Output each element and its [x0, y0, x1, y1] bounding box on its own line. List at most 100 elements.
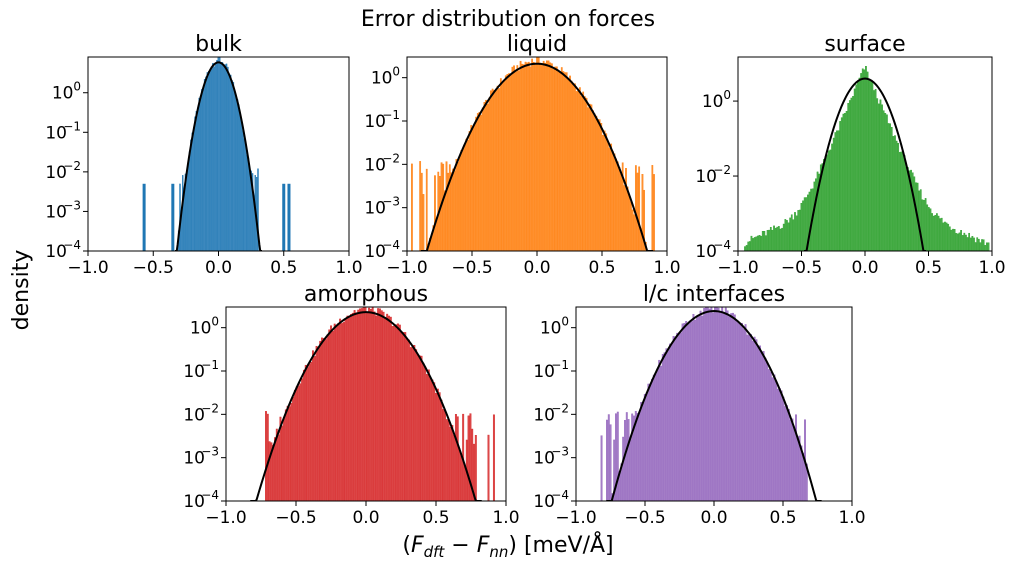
- histogram-bar: [398, 324, 401, 501]
- panel-0: bulk−1.0 −0.5 0.0 0.5 1.010 010−110−210−310−4: [45, 32, 362, 278]
- histogram-bar: [235, 97, 237, 251]
- histogram-bar: [852, 96, 854, 251]
- histogram-bar: [848, 100, 851, 251]
- histogram-bar: [449, 427, 452, 501]
- x-tick-label: 1.0: [653, 258, 680, 278]
- histogram-bar: [940, 217, 943, 251]
- y-tick-label: 10: [533, 405, 555, 425]
- y-tick-label: 10: [371, 69, 393, 89]
- histogram-bar: [819, 164, 822, 251]
- y-tick-exponent: −4: [201, 488, 219, 502]
- y-tick-exponent: 0: [723, 88, 731, 102]
- histogram-bar: [800, 203, 803, 251]
- histogram-bar: [923, 199, 925, 251]
- histogram-bar: [426, 374, 428, 501]
- histogram-bar: [317, 346, 320, 501]
- histogram-bar: [973, 237, 975, 251]
- histogram-bar: [458, 448, 461, 501]
- histogram-bar: [198, 97, 200, 251]
- histogram-bar: [797, 210, 800, 251]
- histogram-bar: [244, 144, 247, 251]
- y-tick-exponent: −4: [551, 488, 569, 502]
- histogram-bar: [667, 349, 670, 501]
- histogram-bar: [292, 397, 295, 501]
- histogram-bar: [463, 144, 466, 251]
- histogram-bar: [753, 336, 756, 501]
- histogram-bar: [744, 246, 746, 251]
- histogram-bar: [223, 65, 225, 251]
- histogram-bar: [979, 242, 982, 251]
- histogram-bar: [622, 436, 625, 501]
- histogram-bar: [605, 133, 608, 251]
- histogram-bar: [290, 402, 293, 501]
- histogram-bar: [953, 229, 956, 251]
- histogram-bar: [422, 362, 425, 501]
- y-tick-exponent: −1: [382, 108, 400, 122]
- histogram-bar: [434, 175, 436, 251]
- histogram-bar: [460, 455, 463, 501]
- histogram-bar: [552, 69, 555, 251]
- histogram-bar: [969, 237, 972, 251]
- histogram-bar: [411, 345, 414, 501]
- histogram-bar: [874, 88, 877, 251]
- histogram-bar: [647, 383, 650, 501]
- histogram-bar: [447, 172, 450, 251]
- histogram-bar: [532, 62, 535, 251]
- histogram-bar: [331, 330, 334, 501]
- histogram-bar: [348, 315, 351, 501]
- histogram-bar: [366, 312, 369, 501]
- histogram-bar: [249, 168, 251, 251]
- histogram-bar: [534, 62, 537, 251]
- histogram-bar: [546, 60, 548, 251]
- histogram-bar: [501, 81, 504, 251]
- histogram-bar: [653, 174, 655, 251]
- histogram-bar: [295, 386, 298, 501]
- histogram-bar: [404, 332, 407, 501]
- histogram-bar: [279, 416, 282, 501]
- y-tick-label: 10: [190, 319, 212, 339]
- histogram-bar: [932, 215, 935, 251]
- histogram-bar: [239, 115, 241, 251]
- histogram-outlier-bar: [142, 183, 146, 251]
- histogram-bar: [681, 323, 684, 501]
- histogram-bar: [815, 178, 817, 251]
- histogram-bar: [598, 119, 601, 251]
- histogram-bar: [903, 155, 906, 251]
- x-tick-label: 0.5: [422, 508, 449, 528]
- histogram-bar: [231, 80, 233, 251]
- histogram-bar: [402, 332, 405, 501]
- x-tick-label: 0.0: [352, 508, 379, 528]
- histogram-bar: [782, 223, 785, 251]
- x-tick-label: 1.0: [492, 508, 519, 528]
- histogram-bar: [302, 369, 305, 501]
- histogram-bar: [631, 209, 634, 251]
- histogram-bar: [455, 159, 458, 251]
- y-tick-exponent: −2: [63, 159, 81, 173]
- histogram-bar: [560, 67, 563, 251]
- histogram-bar: [881, 104, 883, 251]
- histogram-bar: [593, 113, 596, 251]
- histogram-bar: [492, 414, 495, 501]
- histogram-bar: [861, 68, 864, 251]
- histogram-bar: [937, 215, 940, 251]
- histogram-bar: [678, 333, 680, 501]
- histogram-bar: [651, 165, 654, 251]
- histogram-bar: [879, 99, 882, 251]
- histogram-bar: [802, 200, 804, 251]
- histogram-bar: [730, 313, 733, 501]
- histogram-bar: [557, 71, 560, 251]
- histogram-bar: [191, 132, 194, 251]
- histogram-bar: [840, 117, 843, 251]
- histogram-bar: [227, 66, 229, 251]
- histogram-bar: [542, 60, 545, 251]
- y-tick-label: 10: [52, 84, 74, 104]
- histogram-bar: [187, 162, 189, 251]
- histogram-bar: [351, 312, 354, 501]
- histogram-bar: [769, 371, 772, 501]
- histogram-bar: [203, 79, 206, 251]
- histogram-bar: [610, 143, 613, 251]
- histogram-bar: [984, 245, 987, 251]
- histogram-bar: [335, 324, 338, 501]
- x-tick-label: −0.5: [275, 508, 316, 528]
- histogram-bar: [242, 130, 244, 251]
